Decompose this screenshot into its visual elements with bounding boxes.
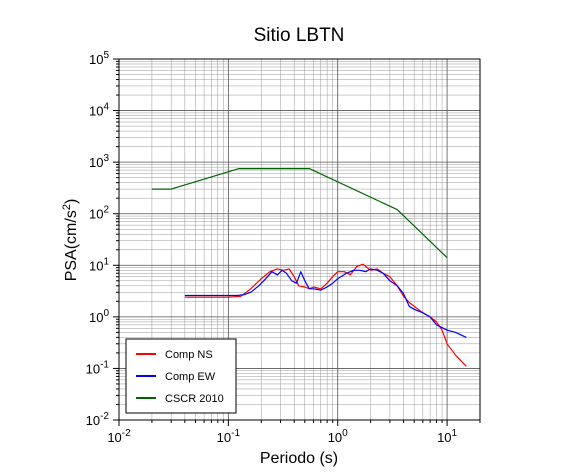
legend-label: Comp NS [165, 349, 213, 361]
x-tick-label: 10-2 [107, 428, 131, 445]
y-tick-label: 104 [89, 102, 109, 119]
legend-label: CSCR 2010 [165, 393, 224, 405]
series-lines [151, 168, 467, 367]
x-tick-label: 10-1 [217, 428, 241, 445]
y-axis-label-exponent: 2 [61, 204, 73, 210]
y-tick-label: 102 [89, 205, 109, 222]
y-tick-label: 10-1 [86, 359, 110, 376]
y-tick-label: 10-2 [86, 411, 110, 428]
y-tick-label: 103 [89, 153, 109, 170]
y-axis-label-base: PSA(cm/s [63, 210, 80, 281]
y-axis-label-close: ) [63, 199, 80, 204]
series-line-cscr-2010 [151, 168, 448, 259]
y-tick-label: 100 [89, 308, 109, 325]
y-tick-label: 105 [89, 50, 109, 67]
x-tick-label: 100 [328, 428, 348, 445]
chart-title: Sitio LBTN [254, 25, 345, 46]
tick-labels: 10-2 10-1 100 101 10-2 10-1 100 101 102 103 104 105 [86, 50, 458, 445]
series-line-comp-ew [184, 268, 467, 338]
legend: Comp NS Comp EW CSCR 2010 [125, 338, 237, 414]
legend-label: Comp EW [165, 371, 216, 383]
y-axis-label: PSA(cm/s2) [61, 199, 80, 282]
series-line-comp-ns [184, 263, 467, 367]
y-tick-label: 101 [89, 256, 109, 273]
minor-gridlines [119, 59, 481, 420]
plot-frame [118, 58, 481, 421]
x-axis-label: Periodo (s) [260, 450, 338, 467]
x-tick-label: 101 [437, 428, 457, 445]
